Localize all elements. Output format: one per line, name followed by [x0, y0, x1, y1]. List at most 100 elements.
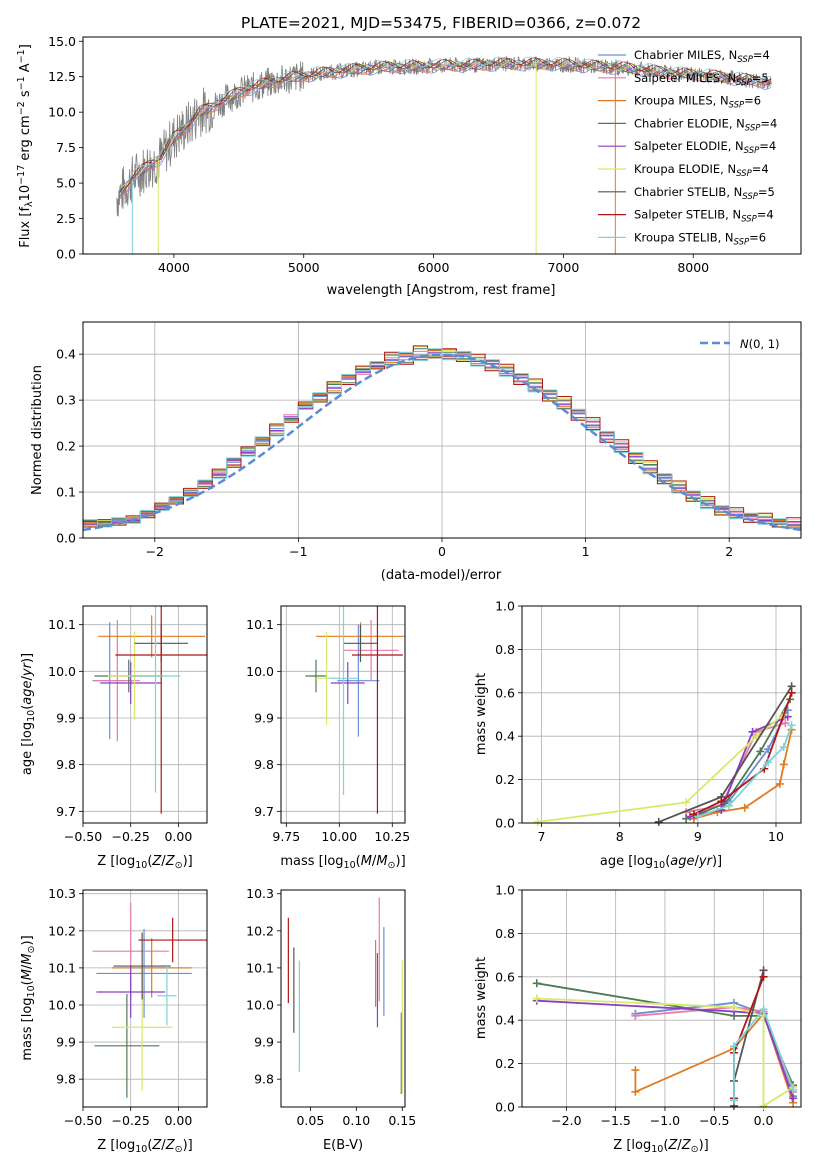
weight-marker — [532, 994, 541, 1003]
weight-marker — [740, 803, 749, 812]
y-tick-label: 9.9 — [56, 711, 76, 726]
weight-marker — [631, 1066, 640, 1075]
weight-marker — [631, 1011, 640, 1020]
model-spectrum — [119, 57, 772, 193]
weight-series — [697, 725, 793, 818]
plot-frame — [521, 889, 802, 1108]
y-tick-label: 1.0 — [495, 883, 515, 898]
y-tick-label: 9.8 — [254, 1072, 274, 1087]
weight-marker — [748, 727, 757, 736]
y-tick-label: 0.3 — [56, 393, 76, 408]
weight-marker — [759, 972, 768, 981]
y-tick-label: 1.0 — [495, 599, 515, 614]
weight-marker — [756, 747, 765, 756]
x-tick-label: −0.25 — [112, 829, 150, 844]
y-tick-label: 9.7 — [254, 804, 274, 819]
weight-series — [537, 713, 785, 823]
y-tick-label: 10.0 — [48, 105, 76, 120]
weight-marker — [725, 801, 734, 810]
plot-frame — [521, 605, 802, 824]
plot-frame — [280, 605, 406, 824]
legend-label: N(0, 1) — [740, 337, 780, 351]
weight-marker — [759, 1101, 768, 1110]
weight-marker — [533, 817, 542, 826]
legend-label: Chabrier STELIB, NSSP=5 — [634, 185, 775, 202]
y-tick-label: 10.1 — [246, 960, 274, 975]
weight-marker — [693, 812, 702, 821]
y-tick-label: 0.0 — [56, 247, 76, 262]
x-tick-label: 0.00 — [164, 829, 192, 844]
y-tick-label: 0.0 — [56, 531, 76, 546]
legend-label: Kroupa ELODIE, NSSP=4 — [634, 162, 769, 179]
y-tick-label: 15.0 — [48, 34, 76, 49]
y-tick-label: 0.4 — [495, 1013, 515, 1028]
y-tick-label: 12.5 — [48, 69, 76, 84]
normal-curve — [83, 353, 801, 532]
weight-series — [685, 698, 791, 820]
weight-marker — [654, 817, 663, 826]
y-tick-label: 0.4 — [56, 347, 76, 362]
x-tick-label: 0.15 — [388, 1113, 416, 1128]
y-tick-label: 0.0 — [495, 1100, 515, 1115]
weight-series — [733, 1007, 794, 1101]
x-tick-label: 9 — [694, 829, 702, 844]
weight-marker — [532, 979, 541, 988]
model-spectrum — [119, 56, 772, 195]
y-tick-label: 5.0 — [56, 176, 76, 191]
x-tick-label: 4000 — [158, 260, 190, 275]
y-axis-label: age [log10(age/yr)] — [20, 653, 37, 775]
x-tick-label: 0.00 — [164, 1113, 192, 1128]
x-axis-label: E(B-V) — [323, 1138, 363, 1153]
x-tick-label: 7000 — [547, 260, 579, 275]
weight-marker — [631, 1087, 640, 1096]
y-tick-label: 0.6 — [495, 969, 515, 984]
chart-title: PLATE=2021, MJD=53475, FIBERID=0366, z=0… — [241, 14, 641, 32]
y-tick-label: 9.8 — [254, 757, 274, 772]
plot-frame — [82, 36, 802, 255]
legend-label: Salpeter ELODIE, NSSP=4 — [634, 139, 776, 156]
x-tick-label: 9.75 — [272, 829, 300, 844]
x-tick-label: −1.5 — [600, 1113, 630, 1128]
x-tick-label: 10.00 — [321, 829, 357, 844]
axes-4: 7 8 9 10 0.0 0.2 0.4 0.6 0.8 1.0 age [log10(age/yr… — [474, 599, 802, 871]
y-tick-label: 10.0 — [48, 664, 76, 679]
x-axis-label: (data-model)/error — [381, 568, 502, 583]
y-tick-label: 7.5 — [56, 140, 76, 155]
y-tick-label: 0.6 — [495, 685, 515, 700]
weight-marker — [729, 1042, 738, 1051]
y-tick-label: 10.3 — [246, 886, 274, 901]
weight-series — [733, 976, 765, 1099]
weight-marker — [764, 758, 773, 767]
plot-frame — [82, 605, 208, 824]
legend: N(0, 1) — [700, 337, 780, 351]
x-axis-label: Z [log10(Z/Z⊙)] — [97, 854, 192, 871]
weight-series — [693, 729, 793, 820]
weight-series — [689, 715, 789, 818]
x-tick-label: 0.10 — [342, 1113, 370, 1128]
y-tick-label: 0.0 — [495, 816, 515, 831]
legend-label: Salpeter MILES, NSSP=5 — [634, 71, 769, 88]
x-axis-label: mass [log10(M/M⊙)] — [280, 854, 405, 871]
y-axis-label: mass weight — [474, 673, 489, 755]
weight-marker — [717, 797, 726, 806]
legend-label: Chabrier ELODIE, NSSP=4 — [634, 116, 777, 133]
x-tick-label: 2 — [725, 544, 733, 559]
y-axis-label: Flux [fλ10−17 erg cm−2 s−1 A−1] — [16, 44, 35, 248]
x-tick-label: 10.25 — [374, 829, 410, 844]
y-tick-label: 0.8 — [495, 926, 515, 941]
y-tick-label: 9.7 — [56, 804, 76, 819]
y-tick-label: 10.1 — [48, 960, 76, 975]
x-tick-label: 0.05 — [296, 1113, 324, 1128]
legend-label: Salpeter STELIB, NSSP=4 — [634, 208, 774, 225]
y-tick-label: 9.9 — [254, 711, 274, 726]
legend: Chabrier MILES, NSSP=4 Salpeter MILES, NS… — [598, 48, 777, 247]
x-tick-label: −0.25 — [112, 1113, 150, 1128]
weight-series — [693, 692, 793, 816]
weight-marker — [787, 688, 796, 697]
weight-marker — [781, 719, 790, 728]
y-axis-label: mass [log10(M/M⊙)] — [20, 935, 37, 1060]
x-tick-label: 7 — [538, 829, 546, 844]
y-tick-label: 9.8 — [56, 1072, 76, 1087]
x-tick-label: 8000 — [677, 260, 709, 275]
